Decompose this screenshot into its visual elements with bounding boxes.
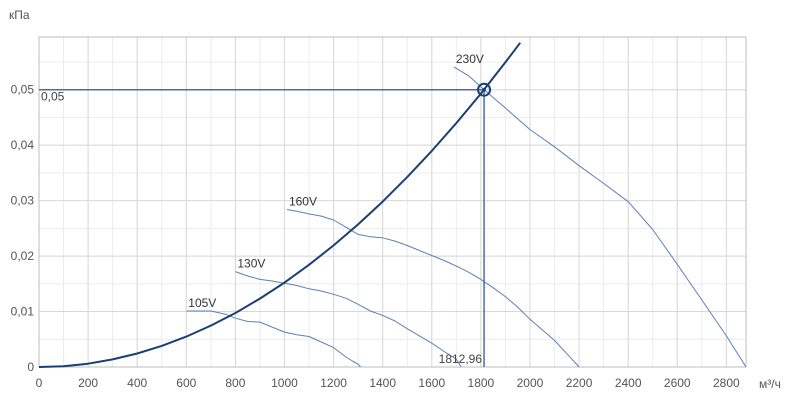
x-tick-label: 2200 xyxy=(566,376,593,390)
plot-area xyxy=(39,37,746,367)
x-tick-label: 400 xyxy=(127,376,147,390)
system-curve-layer xyxy=(38,42,521,368)
curve-230v xyxy=(453,66,747,368)
curve-160v xyxy=(286,209,580,368)
x-axis-ticks: 0 200 400 600 800 1000 1200 1400 1600 1800 2000 220… xyxy=(36,376,740,390)
operating-pressure-label: 0,05 xyxy=(41,90,65,104)
y-axis-label: кПа xyxy=(9,8,30,22)
curve-105v-label: 105V xyxy=(188,296,216,310)
x-tick-label: 200 xyxy=(78,376,98,390)
x-tick-label: 2000 xyxy=(517,376,544,390)
y-tick-label: 0,04 xyxy=(11,138,35,152)
curve-130v-label: 130V xyxy=(237,257,265,271)
x-tick-label: 1600 xyxy=(418,376,445,390)
system-curve xyxy=(38,42,521,368)
x-tick-label: 800 xyxy=(225,376,245,390)
operating-point-layer: 0,05 1812,96 xyxy=(39,82,492,367)
y-tick-label: 0,05 xyxy=(11,83,35,97)
x-tick-label: 1800 xyxy=(468,376,495,390)
fan-curves: 105V 130V 160V 230V xyxy=(186,52,747,368)
x-tick-label: 600 xyxy=(176,376,196,390)
x-tick-label: 2800 xyxy=(713,376,740,390)
y-tick-label: 0,03 xyxy=(11,194,35,208)
x-tick-label: 2400 xyxy=(615,376,642,390)
plot-frame xyxy=(38,36,747,368)
operating-point-dot xyxy=(482,87,486,92)
x-axis-label: м³/ч xyxy=(759,377,781,391)
y-axis-ticks: 0 0,01 0,02 0,03 0,04 0,05 xyxy=(11,83,35,374)
x-tick-label: 2600 xyxy=(664,376,691,390)
y-tick-label: 0,02 xyxy=(11,249,35,263)
y-tick-label: 0 xyxy=(27,360,34,374)
x-tick-label: 1400 xyxy=(369,376,396,390)
curve-130v xyxy=(235,271,462,368)
curve-160v-label: 160V xyxy=(289,194,317,208)
operating-point-marker xyxy=(477,82,492,97)
x-tick-label: 1200 xyxy=(320,376,347,390)
x-tick-label: 1000 xyxy=(271,376,298,390)
curve-230v-label: 230V xyxy=(456,52,484,66)
x-tick-label: 0 xyxy=(36,376,43,390)
y-tick-label: 0,01 xyxy=(11,305,35,319)
operating-flow-label: 1812,96 xyxy=(439,352,483,366)
